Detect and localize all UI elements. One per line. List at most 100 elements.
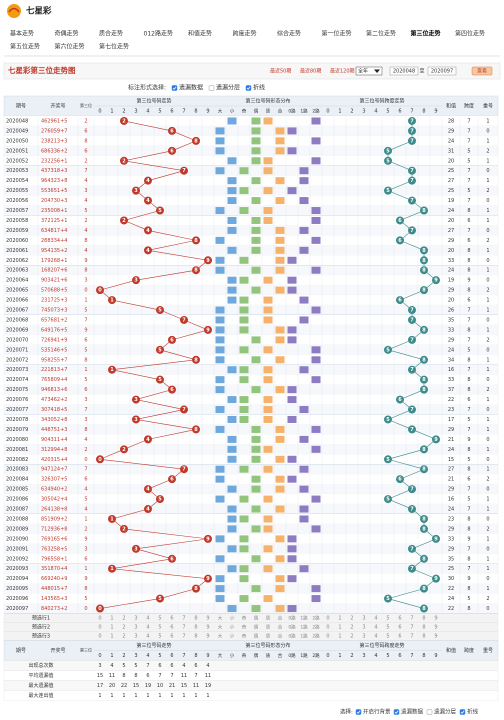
preselect-digit[interactable]: 4 — [146, 625, 149, 631]
preselect-shape[interactable]: 偶 — [254, 624, 259, 631]
preselect-digit[interactable]: 2 — [350, 634, 353, 640]
checkbox[interactable] — [245, 85, 252, 91]
preselect-shape[interactable]: 2路 — [312, 615, 320, 622]
preselect-digit[interactable]: 2 — [350, 616, 353, 622]
nav-link[interactable]: 第三位走势 — [410, 30, 441, 38]
nav-link[interactable]: 综合走势 — [277, 30, 301, 38]
preselect-shape[interactable]: 小 — [230, 624, 235, 631]
preselect-digit[interactable]: 0 — [326, 625, 329, 631]
checkbox[interactable] — [393, 709, 400, 715]
preselect-digit[interactable]: 7 — [410, 625, 413, 631]
preselect-digit[interactable]: 6 — [398, 616, 401, 622]
preselect-digit[interactable]: 8 — [422, 634, 425, 640]
preselect-digit[interactable]: 4 — [374, 616, 377, 622]
preselect-shape[interactable]: 偶 — [254, 615, 259, 622]
checkbox[interactable] — [208, 85, 215, 91]
preselect-digit[interactable]: 9 — [206, 616, 209, 622]
preselect-shape[interactable]: 大 — [218, 633, 223, 640]
preselect-digit[interactable]: 2 — [122, 625, 125, 631]
preselect-digit[interactable]: 7 — [410, 634, 413, 640]
preselect-shape[interactable]: 小 — [230, 615, 235, 622]
preselect-shape[interactable]: 奇 — [242, 624, 247, 631]
preselect-digit[interactable]: 6 — [170, 634, 173, 640]
preselect-digit[interactable]: 5 — [158, 616, 161, 622]
preselect-digit[interactable]: 0 — [98, 634, 101, 640]
preselect-digit[interactable]: 5 — [386, 625, 389, 631]
footer-option[interactable]: 遗漏数据 — [401, 708, 424, 716]
checkbox[interactable] — [355, 709, 362, 715]
period-link[interactable]: 最近50期 — [270, 68, 291, 75]
to-input[interactable] — [427, 66, 457, 76]
preselect-digit[interactable]: 3 — [362, 634, 365, 640]
preselect-digit[interactable]: 0 — [326, 616, 329, 622]
preselect-shape[interactable]: 合 — [278, 615, 283, 622]
preselect-shape[interactable]: 0路 — [288, 615, 296, 622]
nav-link[interactable]: 第六位走势 — [55, 43, 85, 51]
preselect-digit[interactable]: 0 — [98, 616, 101, 622]
preselect-digit[interactable]: 1 — [110, 616, 113, 622]
preselect-shape[interactable]: 大 — [218, 624, 223, 631]
period-link[interactable]: 最近80期 — [300, 68, 321, 75]
preselect-digit[interactable]: 7 — [182, 634, 185, 640]
preselect-digit[interactable]: 7 — [182, 616, 185, 622]
preselect-digit[interactable]: 7 — [182, 625, 185, 631]
preselect-shape[interactable]: 1路 — [300, 624, 308, 631]
nav-link[interactable]: 第二位走势 — [366, 30, 396, 38]
preselect-shape[interactable]: 合 — [278, 633, 283, 640]
nav-link[interactable]: 质合走势 — [99, 30, 123, 38]
nav-link[interactable]: 第四位走势 — [455, 30, 485, 38]
footer-option[interactable]: 遗漏分层 — [434, 708, 457, 716]
preselect-digit[interactable]: 8 — [194, 625, 197, 631]
preselect-digit[interactable]: 4 — [374, 625, 377, 631]
option-label[interactable]: 折线 — [253, 84, 265, 92]
preselect-shape[interactable]: 2路 — [312, 633, 320, 640]
preselect-shape[interactable]: 奇 — [242, 633, 247, 640]
preselect-shape[interactable]: 质 — [266, 615, 271, 622]
preselect-digit[interactable]: 1 — [338, 625, 341, 631]
preselect-digit[interactable]: 9 — [434, 634, 437, 640]
preselect-shape[interactable]: 2路 — [312, 624, 320, 631]
preselect-digit[interactable]: 6 — [398, 634, 401, 640]
period-link[interactable]: 最近120期 — [330, 68, 355, 75]
preselect-shape[interactable]: 大 — [218, 615, 223, 622]
preselect-digit[interactable]: 6 — [170, 616, 173, 622]
view-button[interactable] — [471, 66, 493, 76]
preselect-digit[interactable]: 5 — [386, 634, 389, 640]
preselect-digit[interactable]: 3 — [362, 625, 365, 631]
preselect-digit[interactable]: 9 — [206, 634, 209, 640]
preselect-shape[interactable]: 0路 — [288, 624, 296, 631]
preselect-digit[interactable]: 1 — [110, 625, 113, 631]
preselect-shape[interactable]: 0路 — [288, 633, 296, 640]
preselect-shape[interactable]: 1路 — [300, 615, 308, 622]
preselect-digit[interactable]: 8 — [422, 616, 425, 622]
preselect-digit[interactable]: 1 — [338, 634, 341, 640]
checkbox[interactable] — [459, 709, 466, 715]
preselect-digit[interactable]: 2 — [122, 634, 125, 640]
nav-link[interactable]: 第七位走势 — [99, 43, 129, 51]
preselect-digit[interactable]: 4 — [374, 634, 377, 640]
preselect-digit[interactable]: 9 — [434, 625, 437, 631]
preselect-digit[interactable]: 6 — [398, 625, 401, 631]
preselect-digit[interactable]: 3 — [134, 625, 137, 631]
option-label[interactable]: 遗漏数据 — [179, 84, 203, 92]
select[interactable] — [355, 66, 383, 76]
preselect-digit[interactable]: 9 — [434, 616, 437, 622]
preselect-digit[interactable]: 3 — [134, 634, 137, 640]
preselect-digit[interactable]: 2 — [122, 616, 125, 622]
preselect-shape[interactable]: 奇 — [242, 615, 247, 622]
nav-link[interactable]: 基本走势 — [10, 30, 34, 38]
nav-link[interactable]: 012路走势 — [144, 30, 173, 38]
footer-option[interactable]: 折线 — [467, 708, 479, 716]
preselect-digit[interactable]: 4 — [146, 616, 149, 622]
preselect-digit[interactable]: 8 — [194, 634, 197, 640]
preselect-digit[interactable]: 5 — [386, 616, 389, 622]
nav-link[interactable]: 奇偶走势 — [55, 30, 79, 38]
preselect-digit[interactable]: 7 — [410, 616, 413, 622]
preselect-shape[interactable]: 小 — [230, 633, 235, 640]
preselect-shape[interactable]: 质 — [266, 624, 271, 631]
nav-link[interactable]: 第一位走势 — [322, 30, 352, 38]
preselect-digit[interactable]: 5 — [158, 625, 161, 631]
preselect-digit[interactable]: 8 — [422, 625, 425, 631]
preselect-digit[interactable]: 3 — [134, 616, 137, 622]
preselect-digit[interactable]: 0 — [98, 625, 101, 631]
